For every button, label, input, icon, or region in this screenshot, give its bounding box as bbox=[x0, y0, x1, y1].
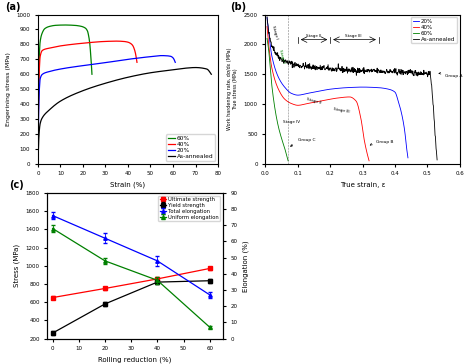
20% bbox=[173, 60, 178, 64]
Text: Group C: Group C bbox=[291, 138, 315, 146]
60% bbox=[274, 118, 280, 123]
60% bbox=[285, 157, 291, 161]
Y-axis label: Engerining stress (MPa): Engerining stress (MPa) bbox=[6, 52, 11, 126]
Legend: 20%, 40%, 60%, As-annealed: 20%, 40%, 60%, As-annealed bbox=[411, 17, 457, 43]
Y-axis label: Stress (MPa): Stress (MPa) bbox=[14, 244, 20, 287]
As-annealed bbox=[264, 15, 270, 19]
As-annealed bbox=[345, 68, 351, 72]
Text: Group B: Group B bbox=[370, 140, 393, 145]
X-axis label: Rolling reduction (%): Rolling reduction (%) bbox=[99, 357, 172, 363]
60% bbox=[42, 27, 47, 31]
Text: Stage IV: Stage IV bbox=[283, 120, 301, 124]
40% bbox=[348, 95, 354, 99]
Y-axis label: Work hardening rate, dσ/dε (MPa)
True stress (MPa): Work hardening rate, dσ/dε (MPa) True st… bbox=[228, 48, 238, 130]
40% bbox=[366, 159, 372, 163]
40% bbox=[114, 39, 119, 43]
40% bbox=[47, 46, 53, 50]
Text: Stage III: Stage III bbox=[333, 107, 350, 114]
20% bbox=[159, 54, 164, 58]
Line: 60%: 60% bbox=[38, 25, 92, 164]
40% bbox=[319, 99, 325, 103]
Text: (c): (c) bbox=[9, 180, 24, 190]
20% bbox=[340, 86, 346, 90]
40% bbox=[134, 60, 140, 64]
As-annealed bbox=[356, 66, 362, 71]
Text: Stage II: Stage II bbox=[306, 34, 321, 38]
20% bbox=[80, 63, 85, 68]
20% bbox=[380, 86, 385, 90]
20% bbox=[35, 162, 41, 166]
60% bbox=[285, 159, 291, 163]
60% bbox=[89, 72, 95, 76]
Text: Stage I: Stage I bbox=[271, 25, 279, 39]
As-annealed bbox=[91, 84, 97, 89]
Line: 60%: 60% bbox=[267, 39, 288, 161]
Line: As-annealed: As-annealed bbox=[38, 68, 211, 164]
Line: 40%: 40% bbox=[38, 41, 137, 164]
40% bbox=[35, 162, 41, 166]
As-annealed bbox=[365, 68, 371, 72]
40% bbox=[74, 41, 80, 46]
As-annealed bbox=[193, 66, 199, 70]
40% bbox=[107, 39, 112, 43]
20% bbox=[405, 156, 411, 160]
20% bbox=[348, 85, 354, 90]
20% bbox=[331, 87, 337, 91]
40% bbox=[97, 40, 103, 44]
60% bbox=[74, 23, 80, 28]
20% bbox=[135, 56, 141, 60]
X-axis label: True strain, ε: True strain, ε bbox=[340, 182, 385, 188]
60% bbox=[277, 129, 283, 134]
60% bbox=[282, 145, 287, 149]
40% bbox=[325, 98, 331, 102]
As-annealed bbox=[434, 158, 440, 162]
40% bbox=[313, 100, 319, 104]
Line: 20%: 20% bbox=[267, 17, 408, 158]
As-annealed bbox=[144, 71, 150, 76]
60% bbox=[69, 23, 75, 27]
60% bbox=[53, 23, 58, 28]
Text: Stage II: Stage II bbox=[306, 97, 322, 105]
Text: Stage III: Stage III bbox=[345, 34, 362, 38]
20% bbox=[332, 87, 337, 91]
60% bbox=[56, 23, 62, 27]
Line: 20%: 20% bbox=[38, 56, 175, 164]
20% bbox=[264, 15, 270, 20]
Legend: 60%, 40%, 20%, As-annealed: 60%, 40%, 20%, As-annealed bbox=[166, 134, 215, 161]
As-annealed bbox=[35, 162, 41, 166]
As-annealed bbox=[403, 70, 409, 74]
40% bbox=[364, 149, 369, 154]
60% bbox=[274, 119, 280, 123]
Text: Stage I: Stage I bbox=[278, 48, 285, 63]
Line: As-annealed: As-annealed bbox=[267, 17, 437, 160]
As-annealed bbox=[346, 69, 352, 74]
As-annealed bbox=[430, 102, 436, 107]
40% bbox=[313, 100, 319, 104]
Text: Group A: Group A bbox=[439, 72, 463, 78]
60% bbox=[264, 36, 270, 41]
Legend: Ultimate strength, Yield strength, Total elongation, Uniform elongation: Ultimate strength, Yield strength, Total… bbox=[158, 195, 220, 221]
Text: (b): (b) bbox=[230, 1, 246, 12]
60% bbox=[275, 125, 281, 129]
20% bbox=[402, 128, 408, 132]
Line: 40%: 40% bbox=[267, 27, 369, 161]
60% bbox=[35, 162, 41, 166]
Y-axis label: Elongation (%): Elongation (%) bbox=[243, 240, 249, 292]
20% bbox=[134, 56, 140, 60]
As-annealed bbox=[160, 69, 166, 73]
As-annealed bbox=[104, 81, 109, 85]
20% bbox=[90, 62, 95, 67]
20% bbox=[52, 68, 57, 72]
X-axis label: Strain (%): Strain (%) bbox=[110, 182, 146, 189]
60% bbox=[74, 23, 80, 28]
As-annealed bbox=[209, 72, 214, 76]
As-annealed bbox=[56, 100, 62, 104]
60% bbox=[62, 23, 68, 27]
20% bbox=[121, 58, 127, 62]
As-annealed bbox=[161, 69, 167, 73]
Text: (a): (a) bbox=[6, 1, 21, 12]
40% bbox=[264, 24, 270, 29]
40% bbox=[107, 39, 113, 43]
40% bbox=[67, 42, 73, 47]
